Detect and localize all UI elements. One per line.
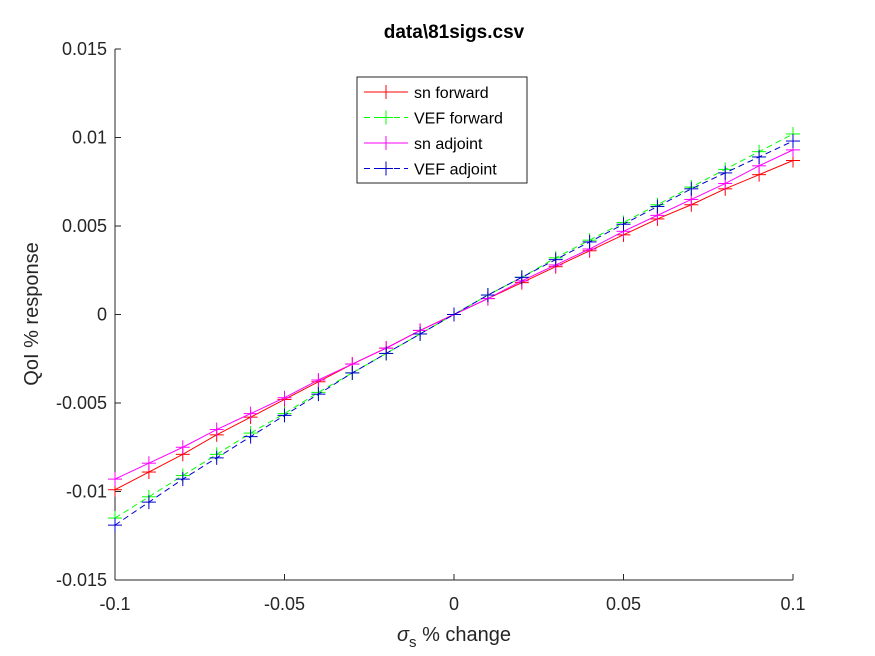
data-point: [413, 326, 428, 341]
data-point: [209, 422, 224, 437]
y-tick-label: -0.015: [56, 570, 107, 590]
x-tick-label: -0.1: [99, 594, 130, 614]
data-point: [447, 307, 461, 322]
data-point: [311, 387, 326, 402]
x-tick-label: 0.1: [780, 594, 805, 614]
x-axis-label-rest: % change: [417, 624, 512, 646]
data-point: [786, 134, 800, 149]
data-point: [684, 181, 699, 196]
series-layer: [108, 126, 800, 533]
legend-label: VEF adjoint: [414, 162, 497, 179]
data-point: [548, 252, 563, 267]
data-point: [311, 372, 326, 387]
data-point: [616, 217, 631, 232]
data-point: [277, 408, 292, 423]
x-tick-label: 0: [449, 594, 459, 614]
ticks: -0.1 -0.05 0 0.05 0.1 -0.015 -0.01 -0.005 0 0.005…: [56, 39, 806, 614]
legend-entry: sn forward: [364, 85, 489, 102]
x-axis-label: σs % change: [397, 624, 511, 651]
legend-entry: VEF adjoint: [364, 161, 497, 179]
data-point: [175, 472, 190, 487]
y-tick-label: -0.005: [56, 393, 107, 413]
data-point: [277, 390, 292, 405]
y-tick-label: 0.015: [62, 39, 107, 59]
data-point: [379, 346, 394, 361]
legend-box: [356, 76, 528, 184]
legend-entry: VEF forward: [364, 110, 503, 128]
x-axis-label-subscript: s: [409, 634, 417, 651]
series-vef-adjoint: [108, 134, 800, 533]
data-point: [514, 270, 529, 285]
data-point: [345, 365, 360, 380]
series-sn-forward: [108, 153, 800, 497]
data-point: [141, 495, 156, 510]
x-axis-label-symbol: σ: [397, 624, 410, 646]
data-point: [243, 406, 258, 421]
legend-label: sn forward: [414, 85, 489, 102]
data-point: [141, 456, 156, 471]
y-axis-label: QoI % response: [21, 242, 43, 385]
chart-title: data\81sigs.csv: [384, 22, 525, 43]
y-tick-label: 0.005: [62, 216, 107, 236]
legend-label: sn adjoint: [414, 136, 483, 153]
x-tick-label: 0.05: [606, 594, 641, 614]
data-point: [582, 234, 597, 249]
data-point: [175, 440, 190, 455]
y-tick-label: 0.01: [72, 128, 107, 148]
data-point: [650, 199, 665, 214]
data-point: [480, 288, 495, 303]
legend: sn forward VEF forward sn adjoint VEF adjoi…: [356, 76, 528, 184]
legend-entry: sn adjoint: [364, 136, 483, 153]
data-point: [108, 518, 122, 533]
data-point: [718, 165, 733, 180]
data-point: [752, 149, 767, 164]
legend-label: VEF forward: [414, 111, 503, 128]
data-point: [209, 450, 224, 465]
data-point: [243, 429, 258, 444]
y-tick-label: -0.01: [66, 482, 107, 502]
y-tick-label: 0: [97, 305, 107, 325]
series-line-vef-adjoint: [114, 140, 794, 526]
data-point: [108, 472, 122, 487]
x-tick-label: -0.05: [264, 594, 305, 614]
